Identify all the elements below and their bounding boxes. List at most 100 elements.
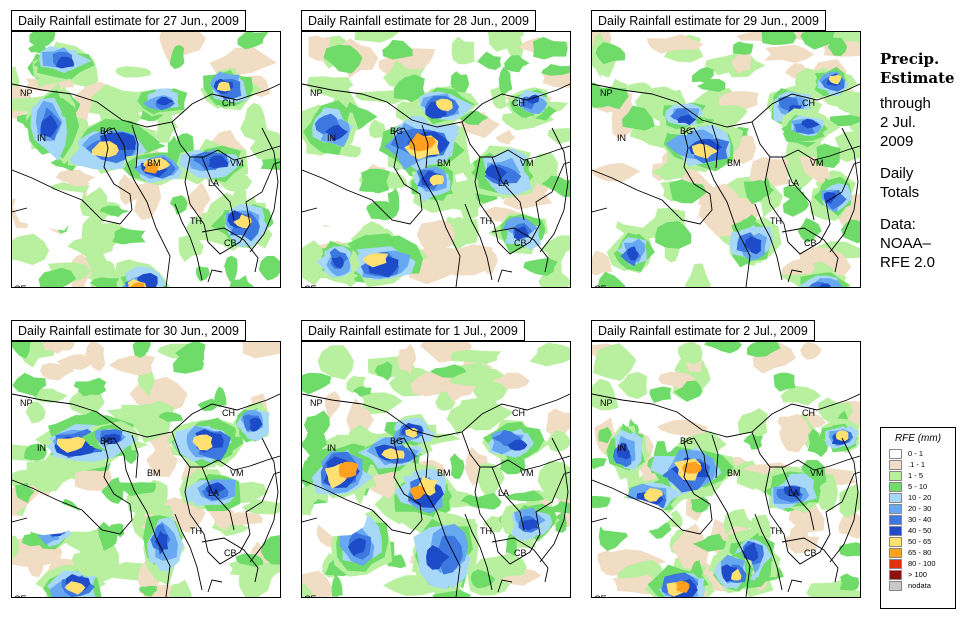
rain-area [704, 342, 743, 354]
daily-text: Daily [880, 165, 914, 182]
country-border [131, 434, 139, 479]
rain-area [742, 542, 758, 562]
country-label-bm: BM [147, 158, 161, 168]
rain-area [40, 362, 75, 381]
rain-area [547, 128, 570, 145]
rainfall-map: NP IN BG BM CH VM LA TH CB CE [11, 31, 281, 288]
rain-area [429, 364, 467, 378]
rain-area [783, 185, 802, 199]
rain-area [458, 182, 479, 225]
country-label-ce: CE [594, 285, 607, 288]
rain-area [643, 488, 664, 502]
country-label-ch: CH [512, 408, 525, 418]
legend-label: 80 - 100 [908, 559, 936, 568]
panel-title: Daily Rainfall estimate for 30 Jun., 200… [11, 320, 246, 341]
rain-area [675, 580, 690, 593]
country-border [12, 517, 28, 523]
legend-label: .1 - 1 [908, 460, 926, 469]
country-border [592, 127, 751, 287]
rain-area [346, 398, 374, 438]
rain-area [677, 114, 697, 126]
rain-area [397, 343, 417, 375]
rain-area [155, 109, 178, 144]
rain-area [492, 372, 530, 389]
rain-area [12, 372, 47, 397]
country-label-vm: VM [230, 468, 244, 478]
rain-area [338, 143, 361, 158]
country-label-cb: CB [224, 238, 237, 248]
rain-area [435, 391, 456, 411]
country-border [781, 466, 815, 531]
legend-swatch [889, 448, 902, 459]
legend-label: 30 - 40 [908, 515, 932, 524]
rain-area [237, 32, 269, 50]
rain-area [393, 74, 426, 104]
country-border [497, 579, 513, 593]
country-label-la: LA [788, 178, 800, 188]
rain-area [352, 386, 372, 397]
rain-area [597, 550, 629, 575]
rain-area [780, 385, 822, 406]
rain-area [838, 542, 860, 557]
rain-area [139, 585, 158, 597]
rain-area [498, 66, 513, 96]
rain-area [29, 32, 56, 48]
country-border [201, 156, 235, 221]
country-border [461, 121, 570, 161]
map-panel-2-jul: Daily Rainfall estimate for 2 Jul., 2009… [591, 320, 861, 598]
rain-area [841, 219, 860, 244]
rain-area [451, 36, 475, 65]
country-border [461, 431, 570, 471]
country-label-la: LA [208, 488, 220, 498]
rain-area [386, 554, 407, 569]
map-panel-29-jun: Daily Rainfall estimate for 29 Jun., 200… [591, 10, 861, 288]
rain-area [666, 510, 683, 528]
rain-area [606, 182, 658, 228]
country-label-ch: CH [222, 408, 235, 418]
country-border [249, 127, 279, 253]
rain-area [362, 253, 389, 268]
rain-area [669, 179, 707, 204]
rain-area [40, 114, 58, 138]
rain-area [374, 361, 393, 381]
country-border [201, 466, 235, 531]
rain-area [476, 462, 505, 498]
legend-swatch [889, 547, 902, 558]
rain-area [25, 401, 46, 424]
rain-area [429, 174, 445, 186]
country-border [184, 466, 280, 565]
rain-area [835, 93, 860, 115]
rain-area [617, 371, 648, 399]
rain-area [170, 195, 188, 215]
rain-area [73, 377, 107, 395]
rain-area [410, 485, 426, 500]
country-border [754, 513, 783, 591]
country-label-ce: CE [304, 285, 317, 288]
rain-area [477, 51, 501, 70]
country-border [302, 437, 461, 597]
source-line1: NOAA– [880, 235, 931, 252]
country-border [491, 156, 525, 221]
rain-area [240, 114, 266, 142]
country-border [174, 513, 203, 591]
country-border [592, 393, 860, 438]
rain-area [719, 91, 759, 110]
rain-area [731, 568, 742, 581]
country-label-np: NP [310, 88, 323, 98]
rain-area [13, 189, 84, 231]
country-border [829, 127, 859, 253]
country-label-vm: VM [810, 158, 824, 168]
legend-label: 5 - 10 [908, 482, 928, 491]
rain-area [205, 482, 226, 495]
rain-area [33, 388, 68, 403]
country-label-ch: CH [802, 408, 815, 418]
end-date-line1: 2 Jul. [880, 114, 916, 131]
rain-area [749, 157, 789, 187]
legend-label: 40 - 50 [908, 526, 932, 535]
rain-area [382, 39, 413, 60]
country-label-np: NP [20, 398, 33, 408]
rain-area [450, 71, 470, 96]
rain-area [158, 411, 184, 422]
rain-area [258, 255, 280, 281]
country-label-bm: BM [727, 158, 741, 168]
